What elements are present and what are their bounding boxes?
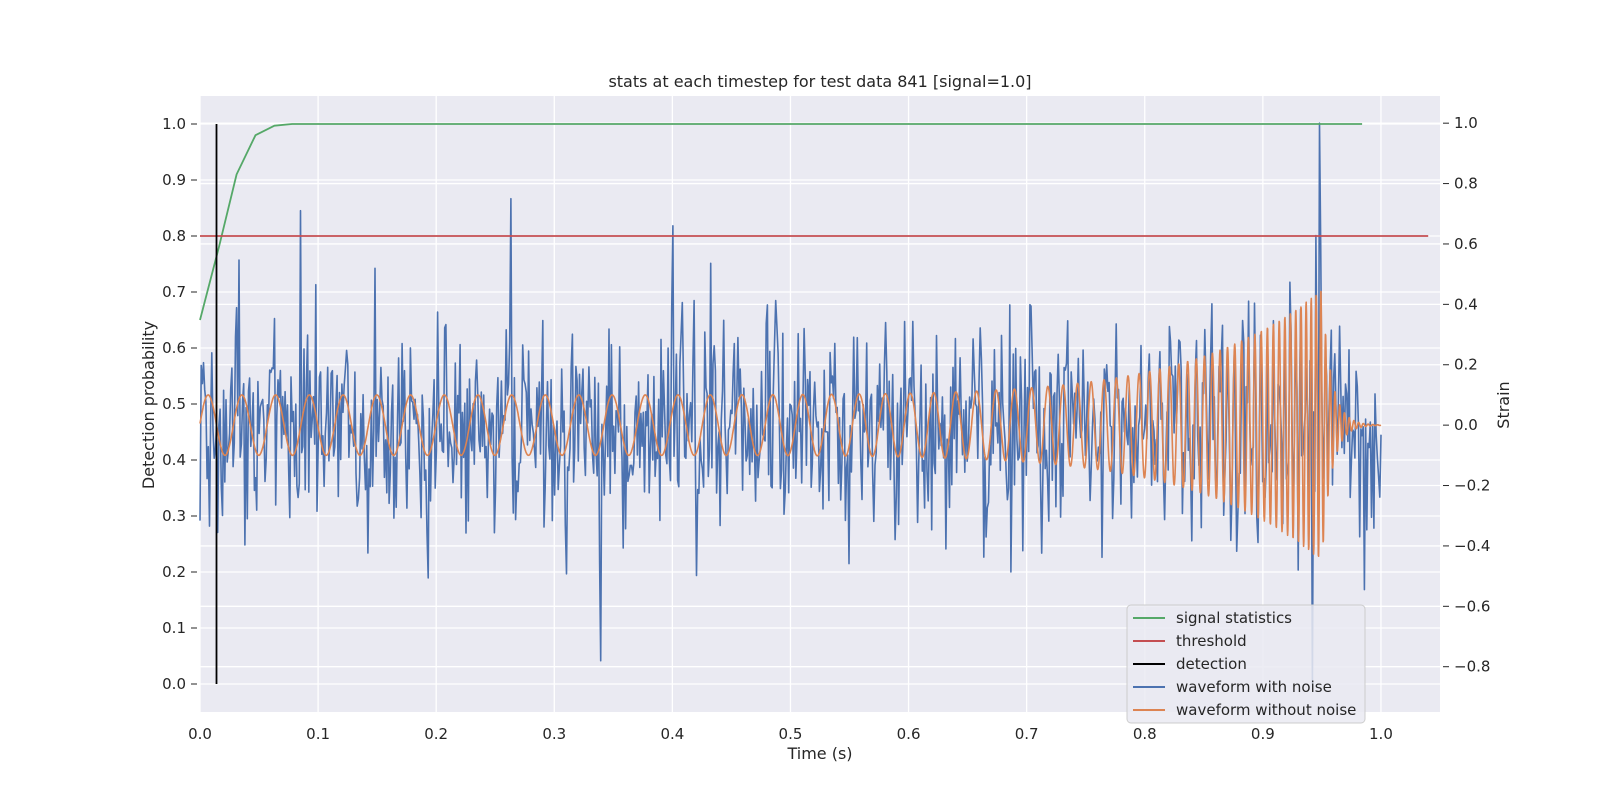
series-waveform-without-noise	[199, 290, 1382, 558]
y-right-tick-label: 0.0	[1454, 416, 1478, 434]
series-layer	[199, 122, 1429, 686]
y-tick-label: 0.4	[162, 451, 186, 469]
y-right-tick-label: 0.4	[1454, 295, 1478, 313]
y-right-tick-label: 0.8	[1454, 175, 1478, 193]
y-tick-label: 0.7	[162, 283, 186, 301]
axes: 0.0 0.1 0.2 0.3 0.4 0.5 0.6 0.7 0.8 0.9 1.0 0.0 0.1 0…	[162, 114, 1490, 743]
chart-title: stats at each timestep for test data 841…	[608, 72, 1031, 91]
y-tick-label: 0.3	[162, 507, 186, 525]
x-tick-label: 0.7	[1015, 725, 1039, 743]
x-axis-label: Time (s)	[786, 744, 852, 763]
legend-label: threshold	[1176, 632, 1247, 650]
legend-label: waveform with noise	[1176, 678, 1332, 696]
y-tick-label: 0.1	[162, 619, 186, 637]
y-axis-label: Detection probability	[139, 321, 158, 489]
y-axis-label-right: Strain	[1494, 381, 1513, 428]
x-tick-label: 0.4	[660, 725, 684, 743]
legend: signal statistics threshold detection wavef…	[1126, 604, 1366, 724]
y-right-tick-label: −0.8	[1454, 658, 1490, 676]
y-tick-label: 0.6	[162, 339, 186, 357]
x-tick-label: 0.8	[1133, 725, 1157, 743]
x-tick-label: 0.0	[188, 725, 212, 743]
y-tick-label: 0.2	[162, 563, 186, 581]
y-right-tick-label: −0.4	[1454, 537, 1490, 555]
x-tick-label: 0.3	[542, 725, 566, 743]
y-tick-label: 1.0	[162, 115, 186, 133]
y-right-tick-label: −0.6	[1454, 597, 1490, 615]
y-tick-label: 0.9	[162, 171, 186, 189]
y-tick-label: 0.8	[162, 227, 186, 245]
y-right-tick-label: 0.2	[1454, 356, 1478, 374]
series-signal-statistics	[199, 123, 1363, 321]
y-right-tick-label: 0.6	[1454, 235, 1478, 253]
legend-label: waveform without noise	[1176, 701, 1356, 719]
x-tick-label: 0.6	[897, 725, 921, 743]
legend-label: detection	[1176, 655, 1247, 673]
legend-box	[1126, 604, 1366, 724]
x-tick-label: 1.0	[1369, 725, 1393, 743]
y-tick-label: 0.5	[162, 395, 186, 413]
y-tick-label: 0.0	[162, 675, 186, 693]
x-tick-label: 0.9	[1251, 725, 1275, 743]
y-right-tick-label: −0.2	[1454, 477, 1490, 495]
x-tick-label: 0.2	[424, 725, 448, 743]
x-tick-label: 0.1	[306, 725, 330, 743]
x-tick-label: 0.5	[779, 725, 803, 743]
legend-label: signal statistics	[1176, 609, 1292, 627]
y-right-tick-label: 1.0	[1454, 114, 1478, 132]
